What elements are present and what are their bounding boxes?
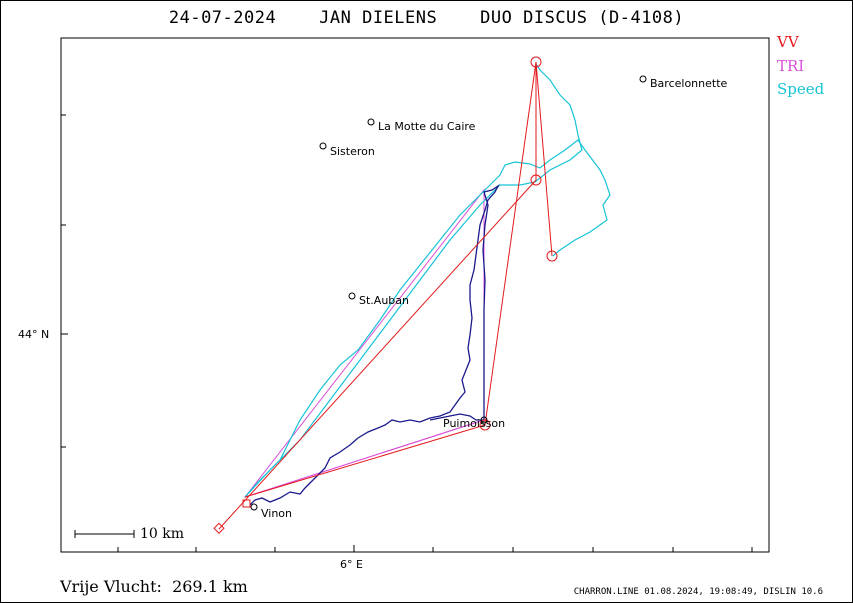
lat-axis-label: 44° N [18,328,50,341]
town-st-auban: St.Auban [359,294,409,307]
town-puimoisson: Puimoisson [443,417,506,430]
speed-track-return [244,63,583,498]
scale-label: 10 km [140,526,185,542]
tri-leg [244,419,485,498]
scale-bar [74,530,135,538]
flight-track [249,184,500,506]
plot-area [60,37,770,553]
town-sisteron: Sisteron [330,145,375,158]
legend-tri: TRI [777,57,805,75]
legend-vv: VV [777,33,799,51]
turnpoints [213,56,558,534]
left-ticks [61,114,68,448]
flight-title: 24-07-2024 JAN DIELENS DUO DISCUS (D-410… [168,8,685,28]
town-markers [250,75,647,511]
distance-label: Vrije Vlucht: 269.1 km [60,577,248,596]
town-vinon: Vinon [261,507,293,520]
bottom-ticks [117,545,753,552]
town-la-motte-du-caire: La Motte du Caire [378,120,476,133]
speed-track [244,139,611,498]
footer-info: CHARRON.LINE 01.08.2024, 19:08:49, DISLI… [573,587,823,597]
legend-speed: Speed [777,80,825,98]
tri-triangle [243,188,485,498]
town-barcelonnette: Barcelonnette [650,77,728,90]
lon-axis-label: 6° E [340,558,363,571]
